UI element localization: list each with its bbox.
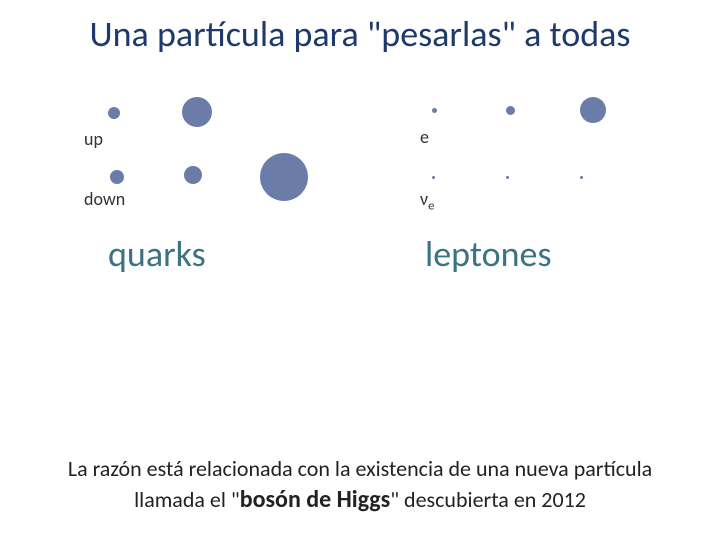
lepton-e-dot-2 — [506, 106, 515, 115]
quark-up-label: up — [84, 128, 103, 150]
quarks-group-label: quarks — [108, 232, 206, 276]
nu-symbol: ν — [420, 188, 428, 210]
lepton-e-dot-1 — [432, 108, 437, 113]
quark-up-dot-2 — [182, 97, 212, 127]
bottom-line2-pre: llamada el " — [134, 486, 240, 513]
quark-down-label: down — [84, 188, 125, 210]
page-title: Una partícula para "pesarlas" a todas — [0, 12, 720, 56]
lepton-e-dot-3 — [580, 97, 606, 123]
bottom-line2-bold: bosón de Higgs — [240, 485, 391, 514]
bottom-text: La razón está relacionada con la existen… — [0, 455, 720, 515]
nu-subscript: e — [428, 199, 434, 214]
lepton-nu-dot-2 — [506, 176, 509, 179]
bottom-line2-post: " descubierta en 2012 — [390, 486, 586, 513]
bottom-line1: La razón está relacionada con la existen… — [68, 455, 652, 482]
lepton-nu-dot-3 — [580, 176, 583, 179]
quark-down-dot-2 — [184, 166, 202, 184]
quark-down-dot-3 — [260, 153, 308, 201]
quark-down-dot-1 — [110, 170, 124, 184]
lepton-nu-label: νe — [420, 188, 434, 214]
quark-up-dot-1 — [108, 107, 120, 119]
leptons-group-label: leptones — [425, 232, 552, 276]
lepton-e-label: e — [420, 126, 429, 148]
lepton-nu-dot-1 — [432, 176, 435, 179]
